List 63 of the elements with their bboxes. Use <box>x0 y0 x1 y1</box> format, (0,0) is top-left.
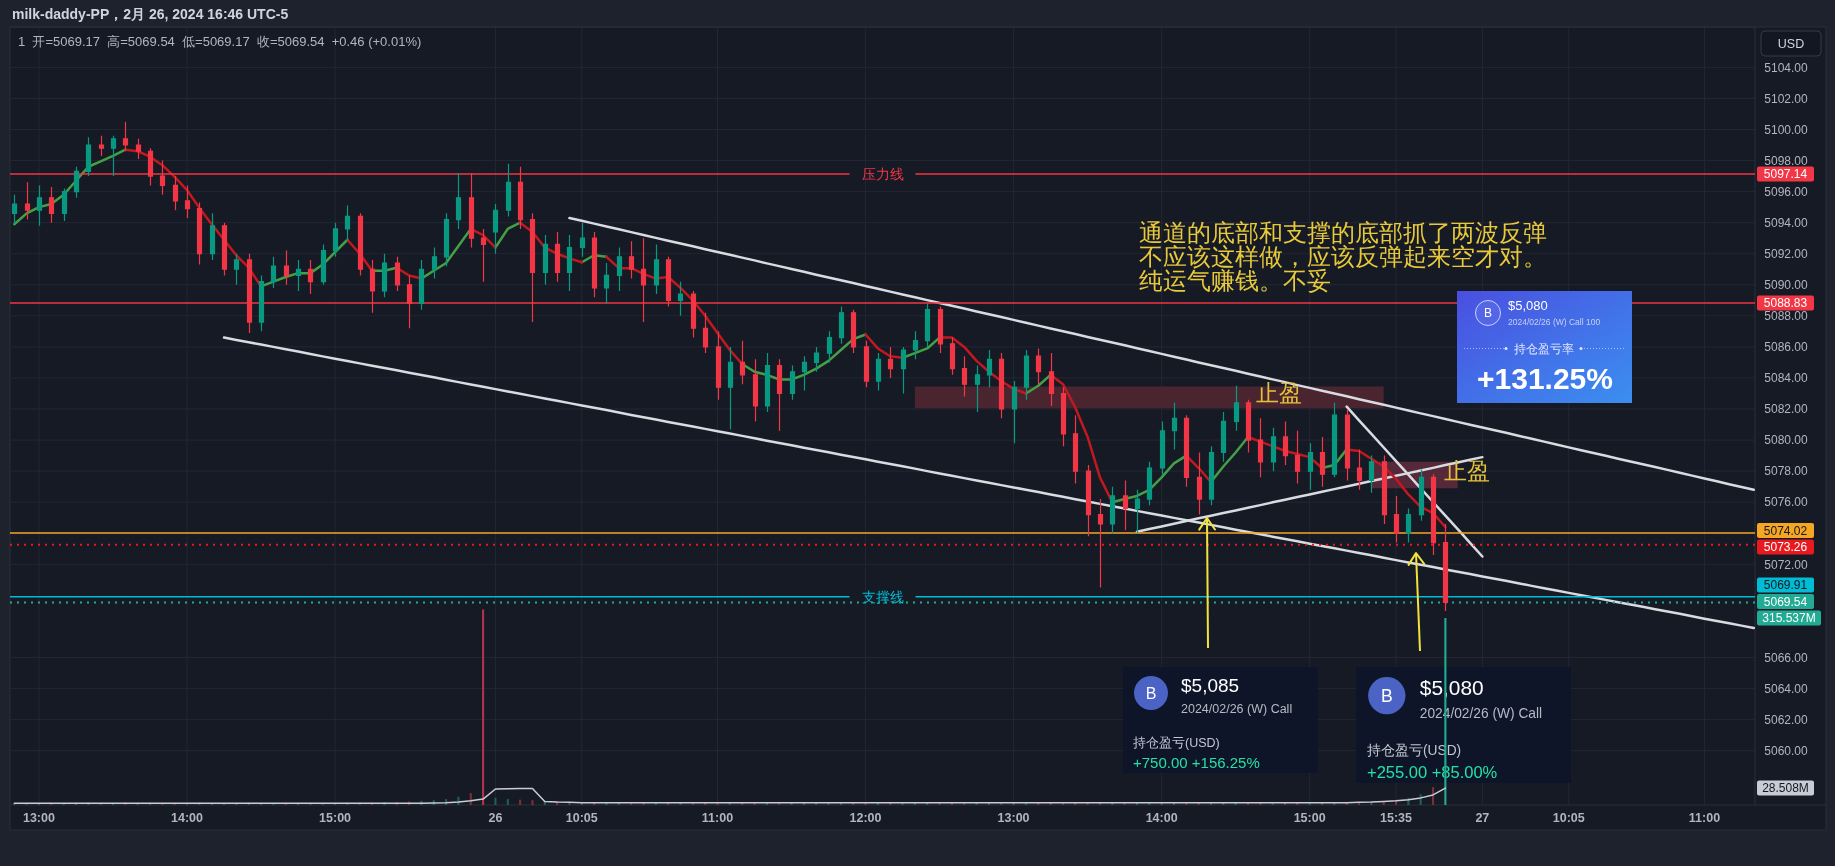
annotation: B <box>1380 685 1393 706</box>
annotation: 通道的底部和支撑的底部抓了两波反弹 <box>1139 219 1547 246</box>
y-tick-label: 5090.00 <box>1764 277 1809 292</box>
annotation: $5,085 <box>1181 675 1240 696</box>
x-tick-label: 11:00 <box>1688 811 1721 826</box>
y-tick-label: 5100.00 <box>1764 122 1809 137</box>
y-tick-label: 5060.00 <box>1764 743 1809 758</box>
x-tick-label: 15:00 <box>1293 811 1326 826</box>
y2-tick-label: 315.537M <box>1762 611 1816 626</box>
x-tick-label: 10:05 <box>1552 811 1585 826</box>
x-tick-label: 15:00 <box>319 811 352 826</box>
annotation: 2024/02/26 (W) Call 100 <box>1508 317 1601 327</box>
y-tick-label: 5104.00 <box>1764 60 1809 75</box>
x-tick-label: 12:00 <box>849 811 882 826</box>
y-tick-label: 5072.00 <box>1764 557 1809 572</box>
y-tick-label: 5082.00 <box>1764 402 1809 417</box>
text: 5074.02 <box>1763 523 1808 538</box>
x-tick-label: 13:00 <box>997 811 1030 826</box>
letter-badge: B <box>1475 300 1501 326</box>
annotation: 止盈 <box>1255 380 1302 407</box>
y-tick-label: 5084.00 <box>1764 371 1809 386</box>
annotation: 止盈 <box>1443 458 1490 485</box>
y-tick-label: 5076.00 <box>1764 495 1809 510</box>
y2-tick-label: 28.508M <box>1762 781 1809 796</box>
annotation: $5,080 <box>1508 298 1548 313</box>
y-tick-label: 5062.00 <box>1764 712 1809 727</box>
annotation: 持仓盈亏率 <box>1513 342 1574 356</box>
y-tick-label: 5094.00 <box>1764 215 1809 230</box>
annotation: +131.25% <box>1477 362 1613 395</box>
x-tick-label: 14:00 <box>1145 811 1178 826</box>
annotation: B <box>1145 684 1157 702</box>
y-tick-label: 5098.00 <box>1764 153 1809 168</box>
x-tick-label: 15:35 <box>1380 811 1413 826</box>
annotation: +750.00 +156.25% <box>1133 754 1260 771</box>
text: 5073.26 <box>1763 540 1808 555</box>
y-tick-label: 5080.00 <box>1764 433 1809 448</box>
x-tick-label: 27 <box>1475 811 1490 826</box>
y-tick-label: 5086.00 <box>1764 340 1809 355</box>
annotation: B <box>1483 306 1493 321</box>
annotation: 2024/02/26 (W) Call <box>1181 702 1293 716</box>
x-tick-label: 10:05 <box>565 811 598 826</box>
annotation: 持仓盈亏(USD) <box>1133 736 1220 750</box>
text: USD <box>1777 36 1805 51</box>
text: 5088.83 <box>1763 296 1808 311</box>
x-tick-label: 13:00 <box>22 811 55 826</box>
x-tick-label: 11:00 <box>701 811 734 826</box>
ref-line-label: 压力线 <box>861 165 904 182</box>
chart-title: milk-daddy-PP，2月 26, 2024 16:46 UTC-5 <box>12 6 289 22</box>
y-tick-label: 5078.00 <box>1764 464 1809 479</box>
x-tick-label: 14:00 <box>171 811 204 826</box>
y-tick-label: 5064.00 <box>1764 681 1809 696</box>
text: 5069.91 <box>1763 578 1808 593</box>
text: 5069.54 <box>1763 594 1808 609</box>
y-tick-label: 5092.00 <box>1764 246 1809 261</box>
x-tick-label: 26 <box>488 811 503 826</box>
letter-badge: B <box>1368 676 1406 715</box>
text: 5097.14 <box>1763 167 1808 182</box>
y-tick-label: 5102.00 <box>1764 91 1809 106</box>
y-tick-label: 5066.00 <box>1764 650 1809 665</box>
y-tick-label: 5088.00 <box>1764 309 1809 324</box>
letter-badge: B <box>1134 676 1168 710</box>
text: 1 开=5069.17 高=5069.54 低=5069.17 收=5069.54 +0.46 (+0.01%) <box>18 34 422 49</box>
y-tick-label: 5096.00 <box>1764 184 1809 199</box>
